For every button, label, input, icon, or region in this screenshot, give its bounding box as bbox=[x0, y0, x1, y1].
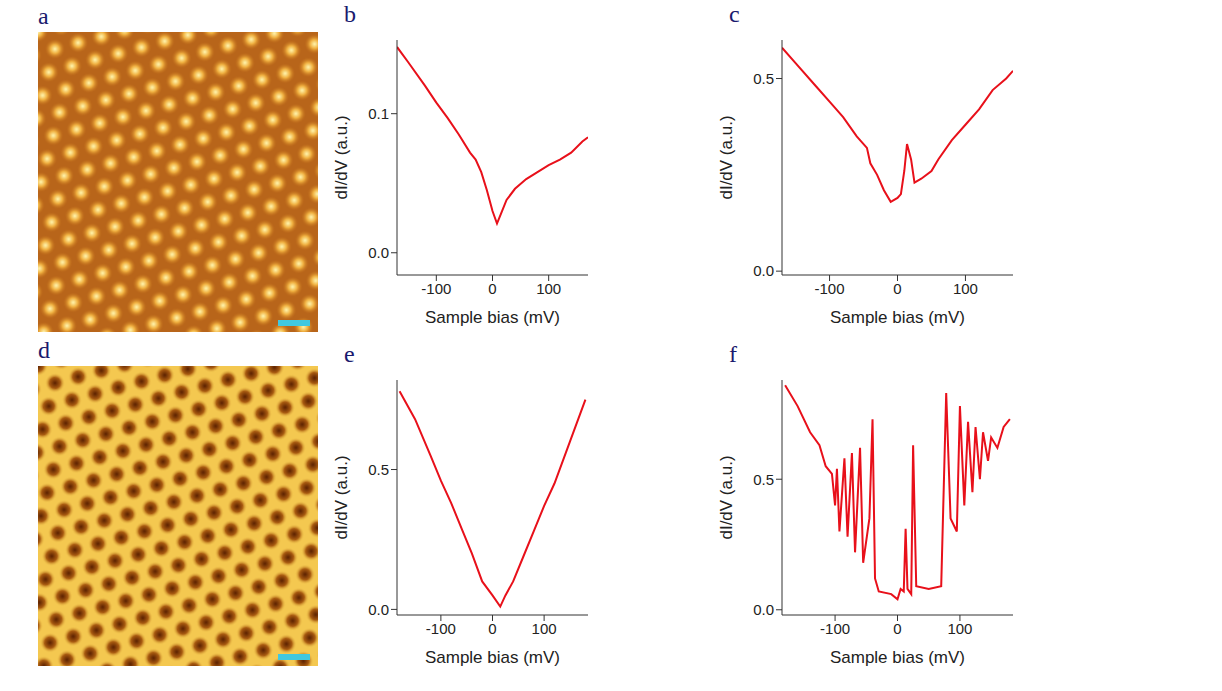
svg-text:Sample bias (mV): Sample bias (mV) bbox=[425, 648, 560, 667]
html-text:d: d bbox=[38, 337, 50, 363]
svg-text:0: 0 bbox=[488, 280, 496, 297]
html-text:e: e bbox=[344, 341, 355, 367]
svg-text:dI/dV (a.u.): dI/dV (a.u.) bbox=[332, 115, 351, 199]
html-text:c: c bbox=[729, 1, 740, 27]
svg-text:-100: -100 bbox=[815, 280, 845, 297]
svg-text:Sample bias (mV): Sample bias (mV) bbox=[830, 308, 965, 327]
svg-text:100: 100 bbox=[532, 620, 557, 637]
svg-text:0.0: 0.0 bbox=[368, 601, 389, 618]
svg-text:dI/dV (a.u.): dI/dV (a.u.) bbox=[717, 115, 736, 199]
svg-text:0.0: 0.0 bbox=[368, 244, 389, 261]
svg-text:100: 100 bbox=[947, 620, 972, 637]
html-text:a: a bbox=[38, 3, 49, 29]
svg-text:0.5: 0.5 bbox=[753, 70, 774, 87]
html-text:f: f bbox=[729, 341, 737, 367]
svg-text:0.0: 0.0 bbox=[753, 601, 774, 618]
svg-text:-100: -100 bbox=[421, 280, 451, 297]
html-text:b: b bbox=[344, 1, 356, 27]
svg-text:0: 0 bbox=[893, 620, 901, 637]
svg-text:0.1: 0.1 bbox=[368, 105, 389, 122]
svg-text:0.0: 0.0 bbox=[753, 262, 774, 279]
svg-text:-100: -100 bbox=[426, 620, 456, 637]
svg-text:0.5: 0.5 bbox=[753, 471, 774, 488]
svg-text:dI/dV (a.u.): dI/dV (a.u.) bbox=[332, 455, 351, 539]
svg-text:100: 100 bbox=[536, 280, 561, 297]
svg-text:0: 0 bbox=[488, 620, 496, 637]
svg-text:-100: -100 bbox=[820, 620, 850, 637]
svg-text:Sample bias (mV): Sample bias (mV) bbox=[830, 648, 965, 667]
svg-text:100: 100 bbox=[953, 280, 978, 297]
svg-text:dI/dV (a.u.): dI/dV (a.u.) bbox=[717, 455, 736, 539]
svg-text:Sample bias (mV): Sample bias (mV) bbox=[425, 308, 560, 327]
svg-text:0.5: 0.5 bbox=[368, 461, 389, 478]
svg-text:0: 0 bbox=[893, 280, 901, 297]
